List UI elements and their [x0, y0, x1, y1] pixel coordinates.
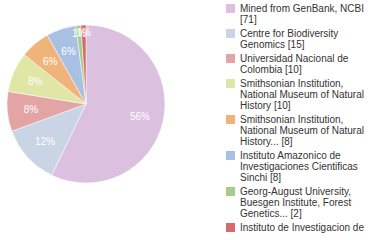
data-label: 6%: [43, 56, 58, 67]
data-label: 8%: [28, 76, 43, 87]
legend-swatch: [226, 79, 235, 88]
legend-label: Smithsonian Institution,National Museum …: [240, 78, 364, 111]
legend-swatch: [226, 54, 235, 63]
data-labels: 56%12%8%8%6%6%1%1%: [24, 27, 150, 146]
legend-label: Centre for BiodiversityGenomics [15]: [240, 28, 338, 50]
legend-swatch: [226, 223, 235, 232]
legend-label: Georg-August University,Buesgen Institut…: [240, 186, 351, 219]
legend-swatch: [226, 151, 235, 160]
data-label: 1%: [76, 27, 91, 38]
data-label: 6%: [61, 46, 76, 57]
legend-label: Smithsonian Institution,National Museum …: [240, 114, 364, 147]
legend-swatch: [226, 4, 235, 13]
data-label: 8%: [24, 104, 39, 115]
chart: 56%12%8%8%6%6%1%1%Mined from GenBank, NC…: [0, 0, 380, 240]
legend-label: Mined from GenBank, NCBI[71]: [240, 3, 364, 25]
legend-swatch: [226, 29, 235, 38]
legend-swatch: [226, 187, 235, 196]
data-label: 56%: [130, 111, 150, 122]
pie: [7, 25, 165, 183]
legend-label: Universidad Nacional deColombia [10]: [240, 53, 349, 75]
legend-label: Instituto de Investigacion de: [240, 222, 364, 233]
legend: Mined from GenBank, NCBI[71] Centre for B…: [226, 3, 364, 233]
legend-label: Instituto Amazonico deInvestigaciones Ci…: [240, 150, 358, 183]
legend-swatch: [226, 115, 235, 124]
data-label: 12%: [35, 136, 55, 147]
